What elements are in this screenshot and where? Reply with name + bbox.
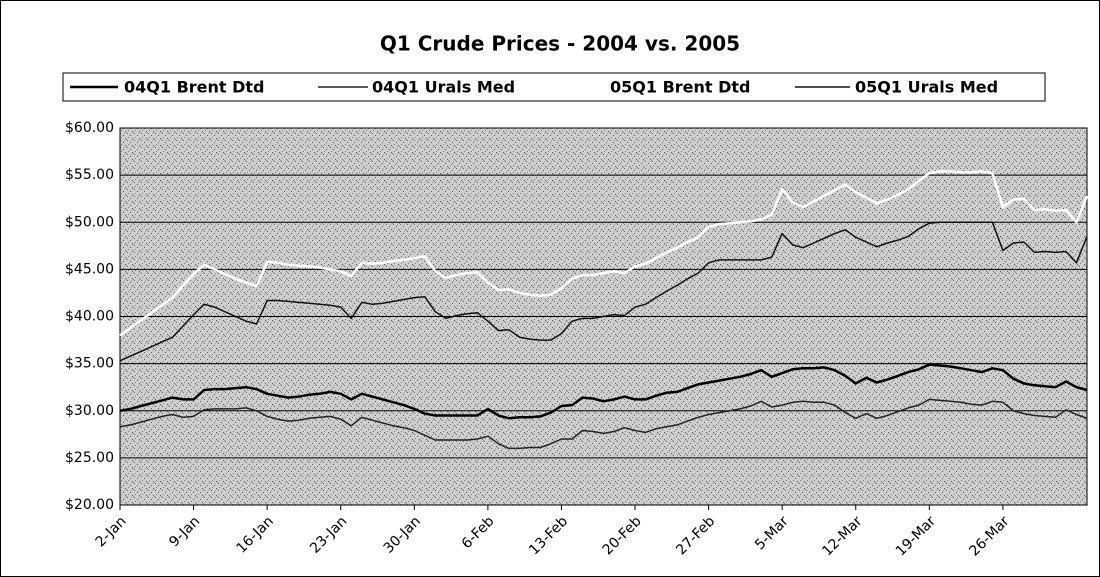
series-line [119, 398, 1088, 450]
y-tick-label: $60.00 [65, 120, 114, 136]
legend-label: 04Q1 Urals Med [372, 78, 515, 97]
legend [62, 72, 1046, 102]
y-tick-label: $20.00 [65, 497, 114, 513]
legend-label: 05Q1 Urals Med [855, 78, 998, 97]
series-line [119, 363, 1088, 420]
series-line [119, 170, 1089, 337]
y-tick-label: $25.00 [65, 450, 114, 466]
chart-title: Q1 Crude Prices - 2004 vs. 2005 [380, 32, 740, 56]
y-tick-label: $55.00 [65, 167, 114, 183]
y-tick-label: $45.00 [65, 261, 114, 277]
legend-label: 04Q1 Brent Dtd [124, 78, 265, 97]
legend-label: 05Q1 Brent Dtd [610, 78, 751, 97]
y-tick-label: $30.00 [65, 403, 114, 419]
y-tick-label: $50.00 [65, 214, 114, 230]
series-line [119, 221, 1088, 362]
y-tick-label: $35.00 [65, 356, 114, 372]
y-tick-label: $40.00 [65, 309, 114, 325]
